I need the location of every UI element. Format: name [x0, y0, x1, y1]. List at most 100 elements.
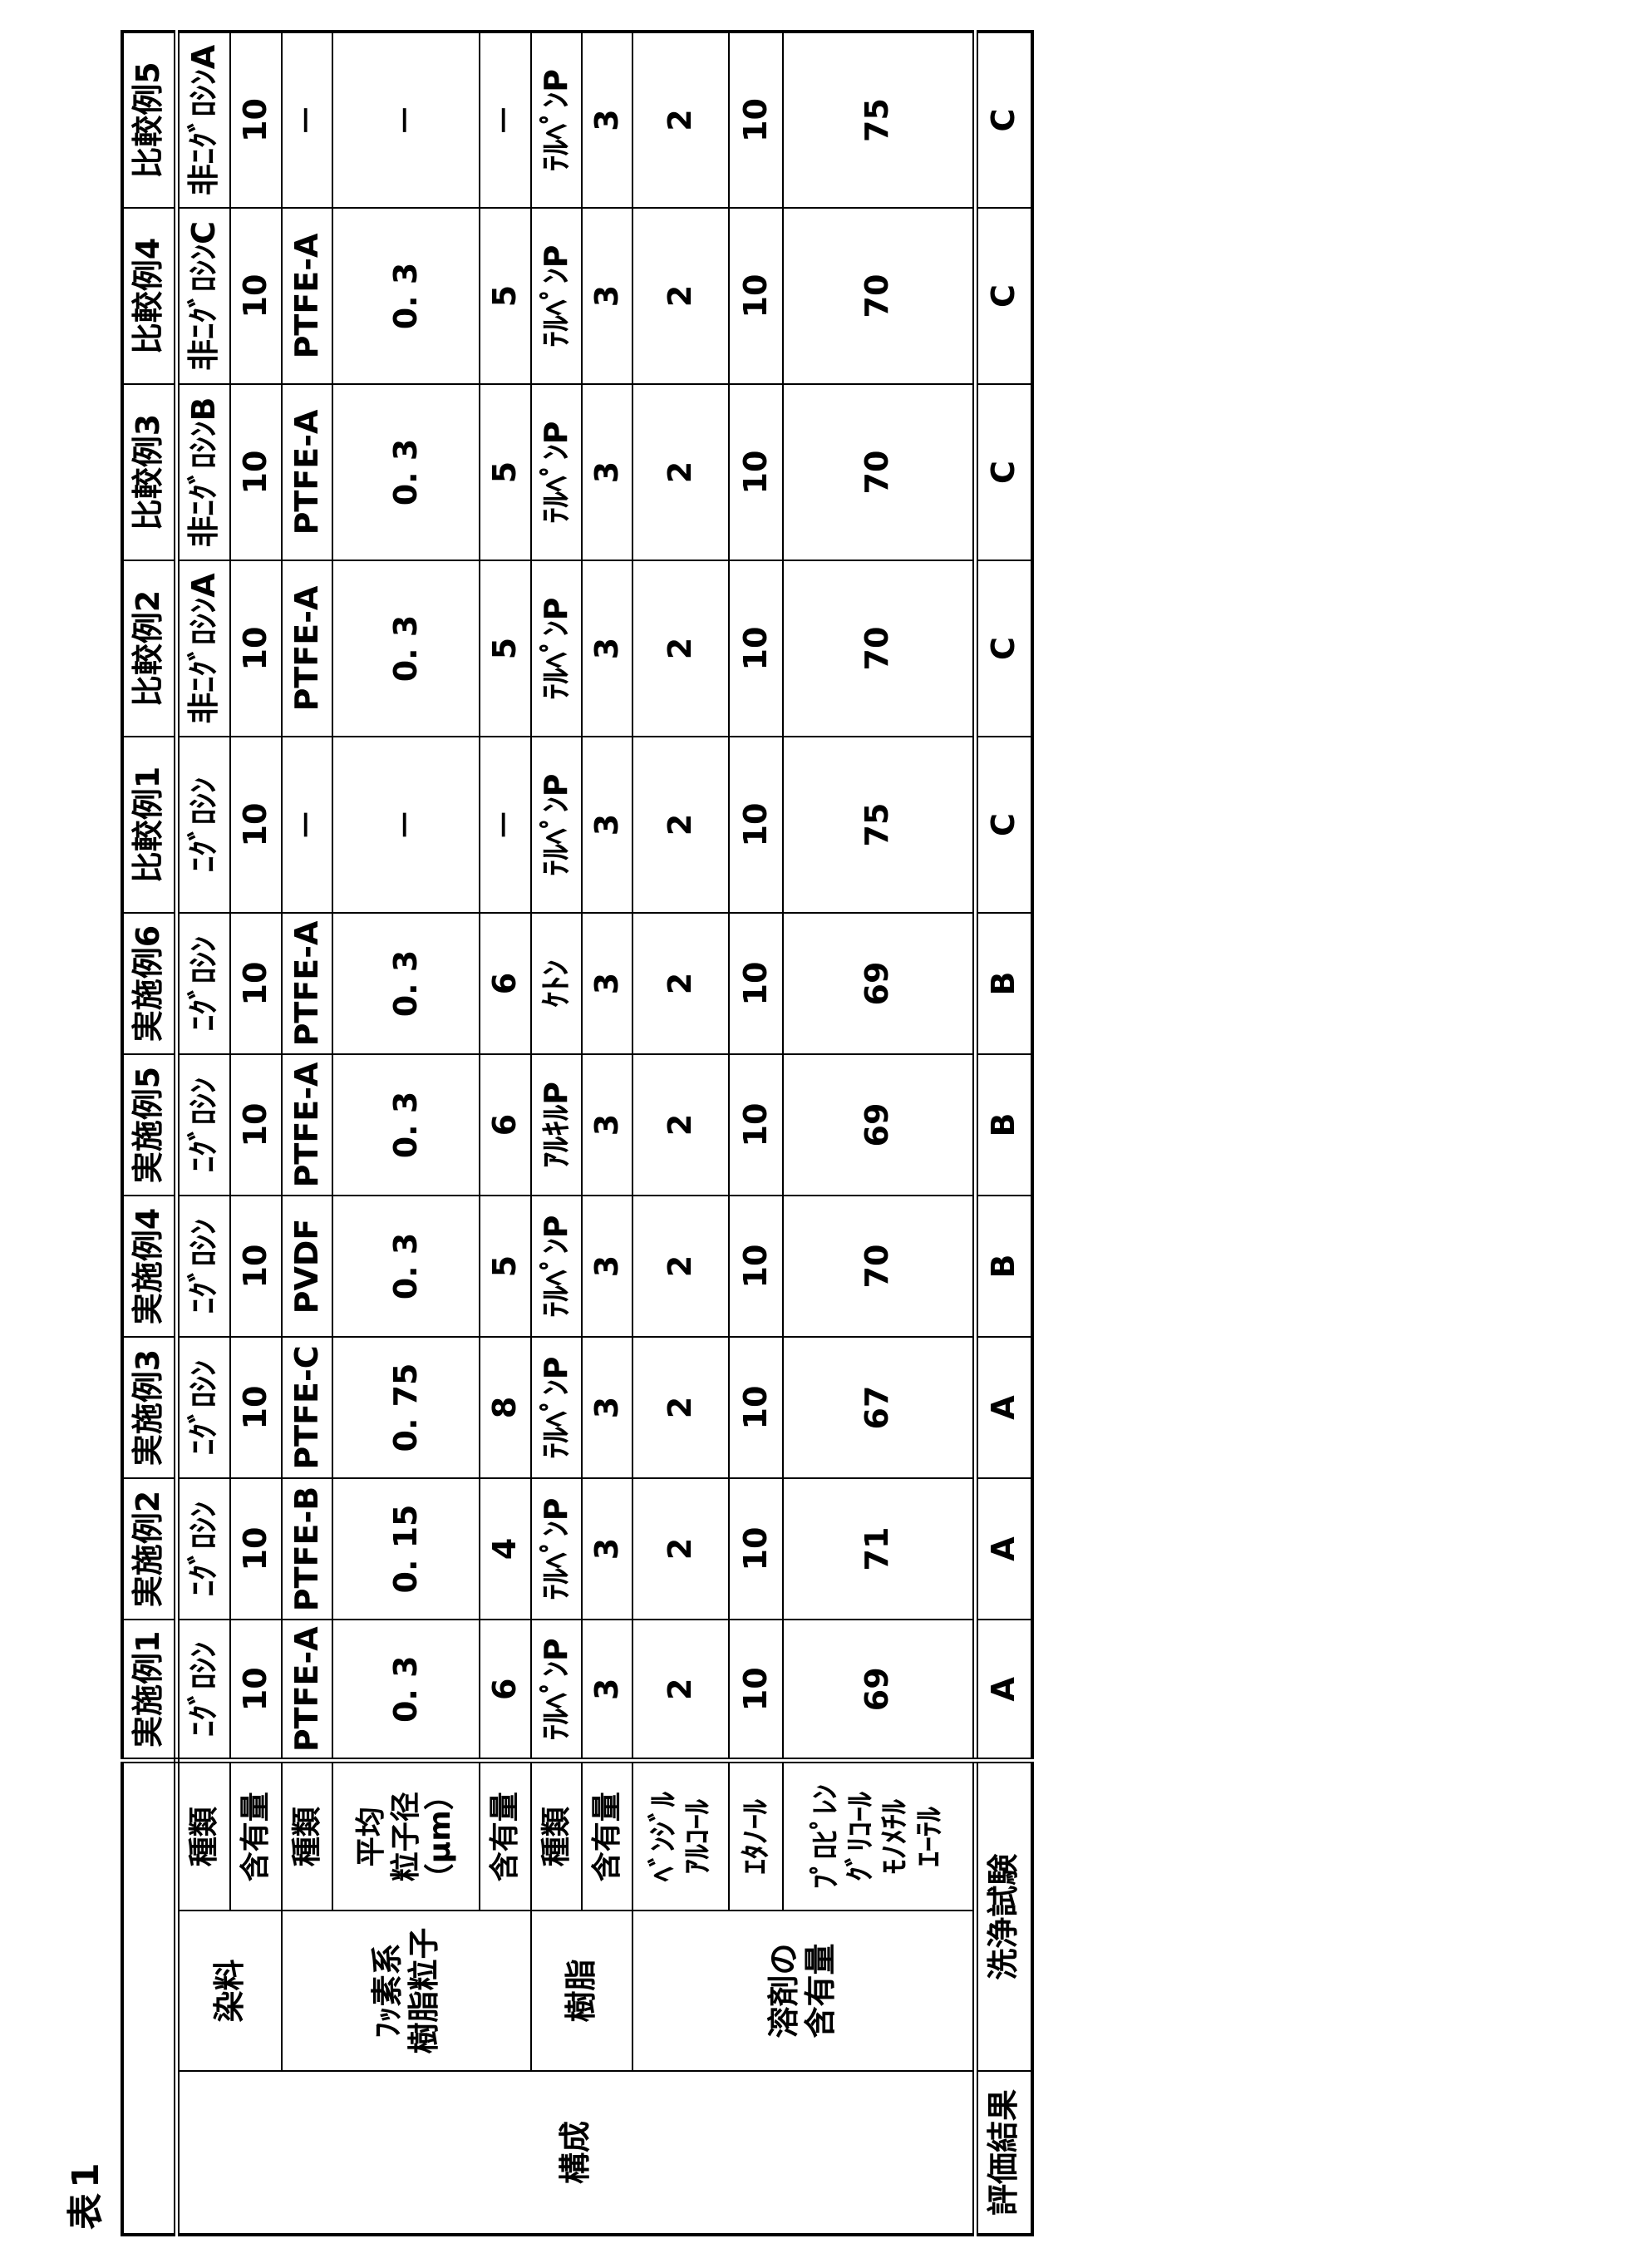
column-header: 比較例1: [122, 737, 176, 913]
sub-label: 含有量: [480, 1761, 531, 1911]
data-cell: ﾃﾙﾍﾟﾝP: [531, 737, 582, 913]
data-cell: 4: [480, 1478, 531, 1620]
category-label: 樹脂: [531, 1911, 632, 2071]
data-cell: 2: [632, 208, 729, 384]
data-cell: PTFE-A: [282, 208, 332, 384]
data-cell: ﾃﾙﾍﾟﾝP: [531, 560, 582, 737]
data-cell: ﾆｸﾞﾛｼﾝ: [176, 1054, 230, 1196]
data-cell: 10: [230, 1478, 282, 1620]
data-cell: PTFE-C: [282, 1337, 332, 1478]
data-cell: 2: [632, 1337, 729, 1478]
data-cell: 67: [783, 1337, 975, 1478]
data-cell: 10: [729, 384, 783, 560]
composition-table: 実施例1実施例2実施例3実施例4実施例5実施例6比較例1比較例2比較例3比較例4…: [121, 30, 1034, 2236]
data-cell: 3: [582, 560, 632, 737]
column-header: 実施例5: [122, 1054, 176, 1196]
data-cell: 2: [632, 1620, 729, 1761]
column-header: 実施例3: [122, 1337, 176, 1478]
data-cell: 10: [729, 1620, 783, 1761]
data-cell: 3: [582, 32, 632, 208]
data-cell: 10: [729, 560, 783, 737]
column-header: 比較例4: [122, 208, 176, 384]
data-cell: 10: [729, 913, 783, 1054]
data-cell: 10: [729, 737, 783, 913]
table-row: 樹脂種類ﾃﾙﾍﾟﾝPﾃﾙﾍﾟﾝPﾃﾙﾍﾟﾝPﾃﾙﾍﾟﾝPｱﾙｷﾙPｹﾄﾝﾃﾙﾍﾟ…: [531, 32, 582, 2235]
sub-label: ﾍﾞﾝｼﾞﾙ ｱﾙｺｰﾙ: [632, 1761, 729, 1911]
data-cell: ﾆｸﾞﾛｼﾝ: [176, 737, 230, 913]
evaluation-result-cell: C: [975, 208, 1032, 384]
data-cell: ﾃﾙﾍﾟﾝP: [531, 384, 582, 560]
sub-label: ﾌﾟﾛﾋﾟﾚﾝ ｸﾞﾘｺｰﾙ ﾓﾉﾒﾁﾙ ｴｰﾃﾙ: [783, 1761, 975, 1911]
data-cell: －: [332, 737, 480, 913]
data-cell: 2: [632, 1054, 729, 1196]
evaluation-result-cell: B: [975, 1054, 1032, 1196]
data-cell: 75: [783, 32, 975, 208]
column-header: 実施例1: [122, 1620, 176, 1761]
group-label-composition: 構成: [176, 2071, 975, 2235]
data-cell: 0. 3: [332, 560, 480, 737]
data-cell: 75: [783, 737, 975, 913]
data-cell: PTFE-A: [282, 1620, 332, 1761]
sub-label: ｴﾀﾉｰﾙ: [729, 1761, 783, 1911]
data-cell: 非ﾆｸﾞﾛｼﾝB: [176, 384, 230, 560]
data-cell: 0. 15: [332, 1478, 480, 1620]
data-cell: 2: [632, 737, 729, 913]
data-cell: PTFE-A: [282, 913, 332, 1054]
data-cell: 3: [582, 1054, 632, 1196]
data-cell: 2: [632, 32, 729, 208]
data-cell: ﾆｸﾞﾛｼﾝ: [176, 1620, 230, 1761]
data-cell: －: [282, 737, 332, 913]
data-cell: 3: [582, 1478, 632, 1620]
data-cell: 10: [729, 32, 783, 208]
data-cell: 10: [729, 208, 783, 384]
table-row: ﾌｯ素系 樹脂粒子種類PTFE-APTFE-BPTFE-CPVDFPTFE-AP…: [282, 32, 332, 2235]
data-cell: ﾃﾙﾍﾟﾝP: [531, 1478, 582, 1620]
evaluation-result-cell: B: [975, 1196, 1032, 1337]
data-cell: 70: [783, 1196, 975, 1337]
column-header: 実施例6: [122, 913, 176, 1054]
data-cell: 非ﾆｸﾞﾛｼﾝA: [176, 32, 230, 208]
data-cell: 0. 3: [332, 1196, 480, 1337]
data-cell: 69: [783, 1620, 975, 1761]
data-cell: ﾆｸﾞﾛｼﾝ: [176, 1196, 230, 1337]
sub-label: 平均 粒子径 （μm）: [332, 1761, 480, 1911]
header-corner-blank: [122, 1761, 176, 2235]
table-row: 含有量648566－555－: [480, 32, 531, 2235]
table-row: 溶剤の 含有量ﾍﾞﾝｼﾞﾙ ｱﾙｺｰﾙ22222222222: [632, 32, 729, 2235]
data-cell: －: [282, 32, 332, 208]
data-cell: 3: [582, 737, 632, 913]
data-cell: 71: [783, 1478, 975, 1620]
data-cell: 0. 3: [332, 384, 480, 560]
category-label: 染料: [176, 1911, 282, 2071]
data-cell: PTFE-A: [282, 560, 332, 737]
data-cell: 10: [230, 1196, 282, 1337]
data-cell: 2: [632, 1196, 729, 1337]
data-cell: 69: [783, 913, 975, 1054]
header-row: 実施例1実施例2実施例3実施例4実施例5実施例6比較例1比較例2比較例3比較例4…: [122, 32, 176, 2235]
column-header: 実施例4: [122, 1196, 176, 1337]
data-cell: 6: [480, 1054, 531, 1196]
data-cell: －: [480, 737, 531, 913]
data-cell: PTFE-A: [282, 384, 332, 560]
data-cell: ﾆｸﾞﾛｼﾝ: [176, 1478, 230, 1620]
data-cell: PTFE-B: [282, 1478, 332, 1620]
data-cell: 5: [480, 560, 531, 737]
data-cell: 10: [230, 32, 282, 208]
table-row: 平均 粒子径 （μm）0. 30. 150. 750. 30. 30. 3－0.…: [332, 32, 480, 2235]
evaluation-result-cell: A: [975, 1337, 1032, 1478]
data-cell: －: [480, 32, 531, 208]
data-cell: PVDF: [282, 1196, 332, 1337]
evaluation-test-label: 洗浄試験: [975, 1761, 1032, 2071]
data-cell: 3: [582, 1196, 632, 1337]
data-cell: ﾃﾙﾍﾟﾝP: [531, 1620, 582, 1761]
data-cell: 3: [582, 913, 632, 1054]
data-cell: 5: [480, 1196, 531, 1337]
data-cell: 10: [729, 1478, 783, 1620]
sub-label: 種類: [282, 1761, 332, 1911]
data-cell: 6: [480, 913, 531, 1054]
table-row: ﾌﾟﾛﾋﾟﾚﾝ ｸﾞﾘｺｰﾙ ﾓﾉﾒﾁﾙ ｴｰﾃﾙ697167706969757…: [783, 32, 975, 2235]
data-cell: 2: [632, 913, 729, 1054]
table-row: 含有量1010101010101010101010: [230, 32, 282, 2235]
data-cell: 10: [230, 913, 282, 1054]
data-cell: 非ﾆｸﾞﾛｼﾝA: [176, 560, 230, 737]
